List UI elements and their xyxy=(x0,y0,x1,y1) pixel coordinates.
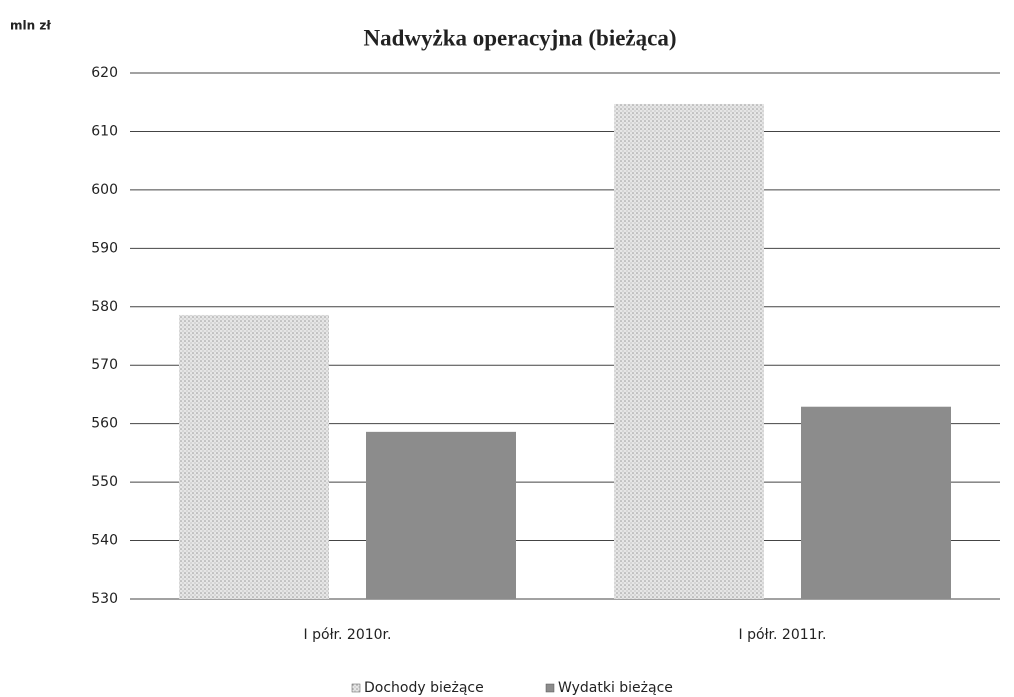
bar xyxy=(801,406,951,599)
chart-title: Nadwyżka operacyjna (bieżąca) xyxy=(363,25,676,50)
legend-label: Dochody bieżące xyxy=(364,680,484,696)
x-tick-label: I półr. 2010r. xyxy=(304,627,392,643)
y-tick-label: 580 xyxy=(91,299,118,315)
y-tick-label: 590 xyxy=(91,240,118,256)
legend-label: Wydatki bieżące xyxy=(558,680,673,696)
x-tick-label: I półr. 2011r. xyxy=(739,627,827,643)
y-tick-label: 620 xyxy=(91,65,118,81)
y-tick-label: 570 xyxy=(91,357,118,373)
y-tick-label: 540 xyxy=(91,533,118,549)
y-tick-label: 560 xyxy=(91,416,118,432)
bar xyxy=(179,314,329,599)
bar xyxy=(614,103,764,599)
y-tick-label: 550 xyxy=(91,474,118,490)
y-tick-label: 610 xyxy=(91,123,118,139)
legend-swatch xyxy=(351,683,361,693)
legend-swatch xyxy=(545,683,555,693)
y-tick-label: 600 xyxy=(91,182,118,198)
y-axis-label: mln zł xyxy=(10,19,51,33)
bar xyxy=(366,431,516,599)
y-tick-label: 530 xyxy=(91,591,118,607)
